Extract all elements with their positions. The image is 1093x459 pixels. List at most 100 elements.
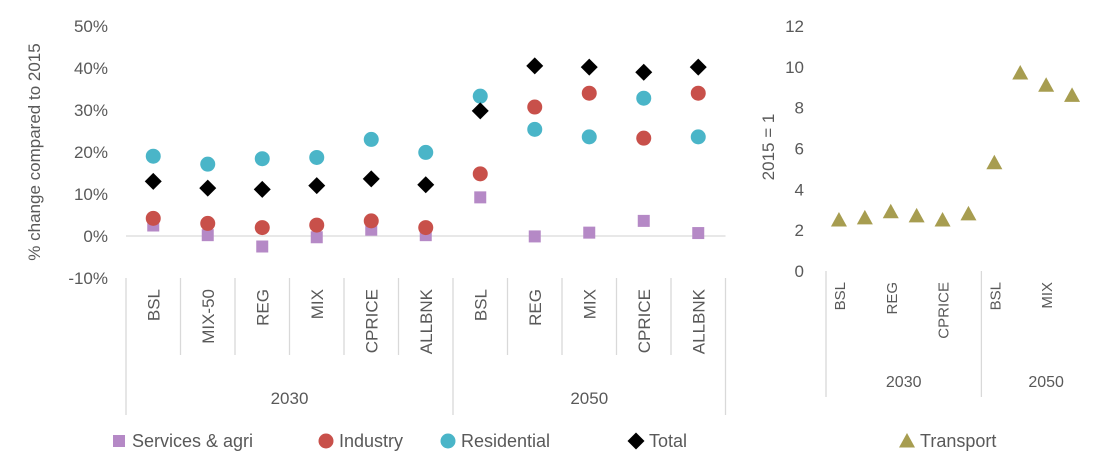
y-tick-label: -10% bbox=[68, 269, 108, 288]
x-tick-label: REG bbox=[253, 289, 272, 326]
data-point bbox=[934, 211, 951, 227]
legend-label: Industry bbox=[339, 431, 403, 451]
x-tick-label: ALLBNK bbox=[417, 288, 436, 354]
y-tick-label: 4 bbox=[795, 180, 804, 199]
x-tick-label: MIX bbox=[308, 289, 327, 319]
y-tick-label: 8 bbox=[795, 99, 804, 118]
x-tick-label: BSL bbox=[987, 282, 1004, 310]
legend-marker bbox=[318, 433, 334, 449]
data-point bbox=[690, 85, 706, 101]
data-point bbox=[145, 210, 161, 226]
x-tick-label: CPRICE bbox=[362, 289, 381, 353]
right-edge-mask bbox=[1090, 0, 1093, 459]
data-point bbox=[144, 172, 162, 190]
y-tick-label: 2 bbox=[795, 221, 804, 240]
legend-label: Total bbox=[649, 431, 687, 451]
data-point bbox=[635, 63, 653, 81]
data-point bbox=[254, 151, 270, 167]
data-point bbox=[528, 230, 541, 243]
data-point bbox=[256, 240, 269, 253]
data-point bbox=[830, 211, 847, 227]
data-point bbox=[856, 209, 873, 225]
legend-label: Transport bbox=[920, 431, 996, 451]
data-point bbox=[363, 131, 379, 147]
data-point bbox=[471, 102, 489, 120]
data-point bbox=[689, 58, 707, 76]
legend-label: Residential bbox=[461, 431, 550, 451]
y-tick-label: 30% bbox=[74, 101, 108, 120]
y-tick-label: 40% bbox=[74, 59, 108, 78]
data-point bbox=[1012, 64, 1029, 80]
data-point bbox=[362, 170, 380, 188]
y-tick-label: 0 bbox=[795, 262, 804, 281]
data-point bbox=[580, 58, 598, 76]
x-tick-label: REG bbox=[884, 282, 901, 315]
y-tick-label: 0% bbox=[83, 227, 108, 246]
data-point bbox=[690, 129, 706, 145]
data-point bbox=[908, 207, 925, 223]
data-point bbox=[1064, 87, 1081, 102]
y-axis-title: 2015 = 1 bbox=[759, 114, 778, 181]
data-point bbox=[201, 229, 214, 242]
data-point bbox=[583, 226, 596, 239]
data-point bbox=[882, 203, 899, 219]
data-point bbox=[526, 57, 544, 75]
data-point bbox=[309, 149, 325, 165]
x-tick-label: REG bbox=[526, 289, 545, 326]
legend-marker bbox=[440, 433, 456, 449]
y-tick-label: 12 bbox=[785, 17, 804, 36]
data-point bbox=[199, 179, 217, 197]
x-tick-label: BSL bbox=[832, 282, 849, 310]
data-point bbox=[253, 180, 271, 198]
data-point bbox=[636, 90, 652, 106]
data-point bbox=[637, 214, 650, 227]
data-point bbox=[145, 148, 161, 164]
data-point bbox=[472, 166, 488, 182]
legend-marker bbox=[627, 432, 645, 450]
y-axis-title: % change compared to 2015 bbox=[25, 43, 44, 260]
data-point bbox=[527, 121, 543, 137]
group-label: 2050 bbox=[1028, 374, 1064, 391]
data-point bbox=[692, 227, 705, 240]
y-tick-label: 6 bbox=[795, 140, 804, 159]
y-tick-label: 50% bbox=[74, 17, 108, 36]
data-point bbox=[309, 217, 325, 233]
data-point bbox=[417, 176, 435, 194]
x-tick-label: BSL bbox=[144, 289, 163, 321]
data-point bbox=[527, 99, 543, 115]
data-point bbox=[474, 191, 487, 204]
group-label: 2030 bbox=[886, 374, 922, 391]
data-point bbox=[418, 220, 434, 236]
data-point bbox=[472, 88, 488, 104]
x-tick-label: MIX-50 bbox=[199, 289, 218, 344]
data-point bbox=[581, 85, 597, 101]
data-point bbox=[363, 213, 379, 229]
legend-label: Services & agri bbox=[132, 431, 253, 451]
x-tick-label: ALLBNK bbox=[689, 288, 708, 354]
data-point bbox=[200, 156, 216, 172]
y-tick-label: 10 bbox=[785, 58, 804, 77]
data-point bbox=[200, 215, 216, 231]
x-tick-label: CPRICE bbox=[936, 282, 953, 339]
data-point bbox=[581, 129, 597, 145]
legend-marker bbox=[899, 433, 915, 448]
data-point bbox=[254, 220, 270, 236]
legend-marker bbox=[113, 435, 125, 447]
x-tick-label: CPRICE bbox=[635, 289, 654, 353]
data-point bbox=[986, 154, 1003, 170]
data-point bbox=[418, 144, 434, 160]
x-tick-label: MIX bbox=[580, 289, 599, 319]
group-label: 2050 bbox=[570, 389, 608, 408]
data-point bbox=[960, 205, 977, 221]
data-point bbox=[1038, 77, 1055, 92]
data-point bbox=[636, 130, 652, 146]
x-tick-label: BSL bbox=[471, 289, 490, 321]
y-tick-label: 10% bbox=[74, 185, 108, 204]
x-tick-label: MIX bbox=[1039, 282, 1056, 309]
y-tick-label: 20% bbox=[74, 143, 108, 162]
data-point bbox=[308, 177, 326, 195]
group-label: 2030 bbox=[271, 389, 309, 408]
data-point bbox=[310, 231, 323, 244]
